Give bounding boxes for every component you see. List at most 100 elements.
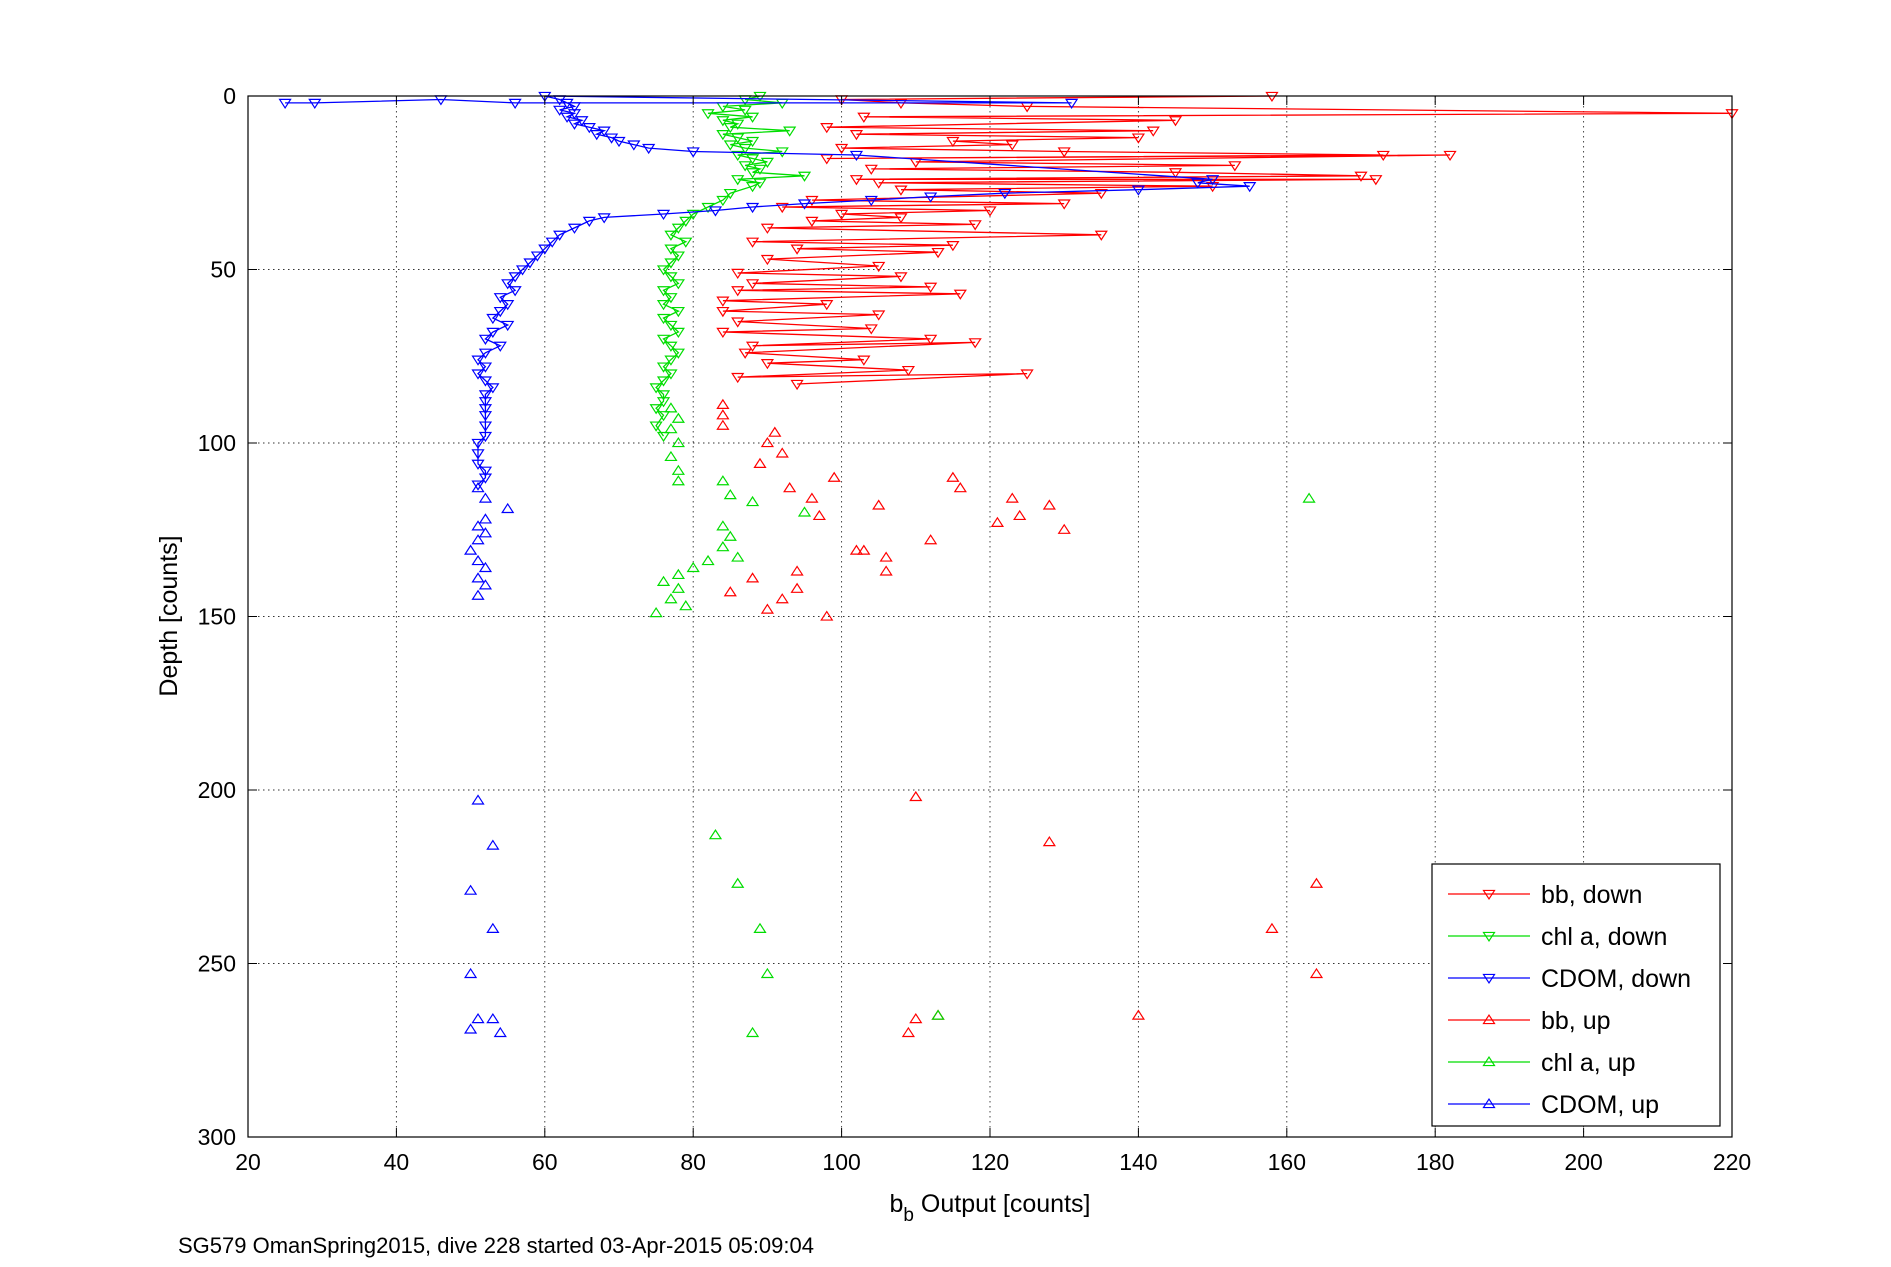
data-point	[1005, 140, 1019, 151]
data-point	[805, 216, 819, 227]
series-chl-a-down	[649, 91, 812, 443]
data-point	[471, 480, 485, 491]
data-point	[760, 254, 775, 266]
data-point	[664, 450, 678, 462]
data-point	[686, 561, 700, 573]
data-point	[1228, 161, 1242, 172]
data-point	[790, 379, 804, 391]
data-point	[901, 1026, 915, 1038]
data-point	[849, 175, 864, 186]
data-point	[745, 341, 760, 352]
data-point	[731, 133, 745, 144]
legend: bb, down chl a, down CDOM, down bb, up chl a…	[1431, 863, 1721, 1127]
data-point	[478, 513, 493, 524]
data-point	[656, 376, 671, 387]
data-point	[545, 237, 559, 248]
legend-item: CDOM, up	[1448, 1091, 1659, 1119]
data-point	[797, 171, 812, 182]
data-point	[872, 178, 886, 189]
data-point	[790, 244, 804, 255]
data-point	[924, 334, 938, 345]
data-point	[872, 499, 886, 510]
data-point	[783, 126, 797, 137]
data-point	[656, 397, 671, 408]
data-point	[775, 147, 789, 158]
data-point	[745, 154, 760, 165]
legend-marker	[1482, 889, 1496, 901]
data-point	[523, 258, 537, 269]
data-point	[1191, 178, 1205, 189]
data-point	[731, 551, 745, 562]
data-point	[909, 1012, 923, 1024]
data-point	[671, 223, 685, 234]
data-point	[478, 390, 493, 401]
data-point	[471, 572, 485, 583]
series-cdom-up	[463, 482, 515, 1038]
plot-series	[278, 91, 1739, 1038]
data-point	[478, 492, 493, 503]
data-point	[538, 91, 552, 103]
data-point	[478, 579, 493, 590]
axis-ticks: 20 40 60 80 100 120 140 160 180 200 220 0 50 100 150 20…	[198, 83, 1752, 1175]
data-point	[471, 534, 485, 545]
data-point	[820, 300, 834, 311]
data-point	[894, 272, 908, 283]
data-point	[946, 471, 960, 482]
data-point	[797, 506, 812, 517]
data-point	[879, 565, 893, 576]
data-point	[508, 98, 522, 109]
data-point	[486, 327, 500, 339]
x-tick-label: 200	[1564, 1149, 1602, 1175]
data-point	[664, 272, 678, 283]
data-point	[1302, 492, 1316, 503]
data-point	[501, 502, 515, 514]
data-point	[597, 213, 611, 224]
data-point	[723, 530, 737, 541]
data-point	[567, 119, 582, 130]
data-point	[1131, 133, 1146, 144]
series-bb-up	[716, 398, 1324, 1038]
data-point	[582, 123, 596, 134]
data-point	[797, 199, 812, 210]
data-point	[463, 544, 478, 555]
data-point	[1243, 182, 1257, 193]
data-point	[760, 359, 775, 370]
data-point	[642, 143, 656, 155]
data-point	[501, 279, 515, 290]
data-point	[664, 402, 678, 413]
data-point	[805, 492, 819, 503]
data-point	[716, 116, 730, 127]
data-point	[656, 334, 671, 345]
data-point	[1057, 523, 1071, 534]
data-point	[745, 202, 760, 214]
data-point	[478, 376, 493, 387]
data-point	[775, 202, 789, 214]
data-point	[760, 223, 775, 234]
data-point	[753, 922, 767, 933]
data-point	[501, 300, 515, 311]
data-point	[656, 362, 671, 373]
data-point	[463, 1023, 478, 1034]
data-point	[1205, 175, 1220, 186]
data-point	[656, 431, 671, 443]
data-point	[1094, 230, 1108, 241]
data-point	[493, 306, 507, 318]
data-point	[716, 398, 730, 410]
data-point	[656, 411, 671, 422]
data-point	[679, 216, 693, 227]
data-point	[471, 449, 485, 460]
data-point	[656, 300, 671, 311]
data-point	[1309, 967, 1324, 979]
data-point	[827, 471, 841, 482]
data-point	[656, 265, 671, 276]
data-point	[471, 459, 485, 470]
data-point	[931, 1009, 945, 1020]
data-point	[723, 488, 737, 500]
data-point	[656, 286, 671, 297]
data-point	[1020, 369, 1034, 380]
data-point	[716, 409, 730, 420]
data-point	[1042, 499, 1056, 510]
data-point	[894, 185, 908, 196]
series-chl-a-up	[649, 402, 1316, 1038]
data-point	[760, 157, 775, 168]
